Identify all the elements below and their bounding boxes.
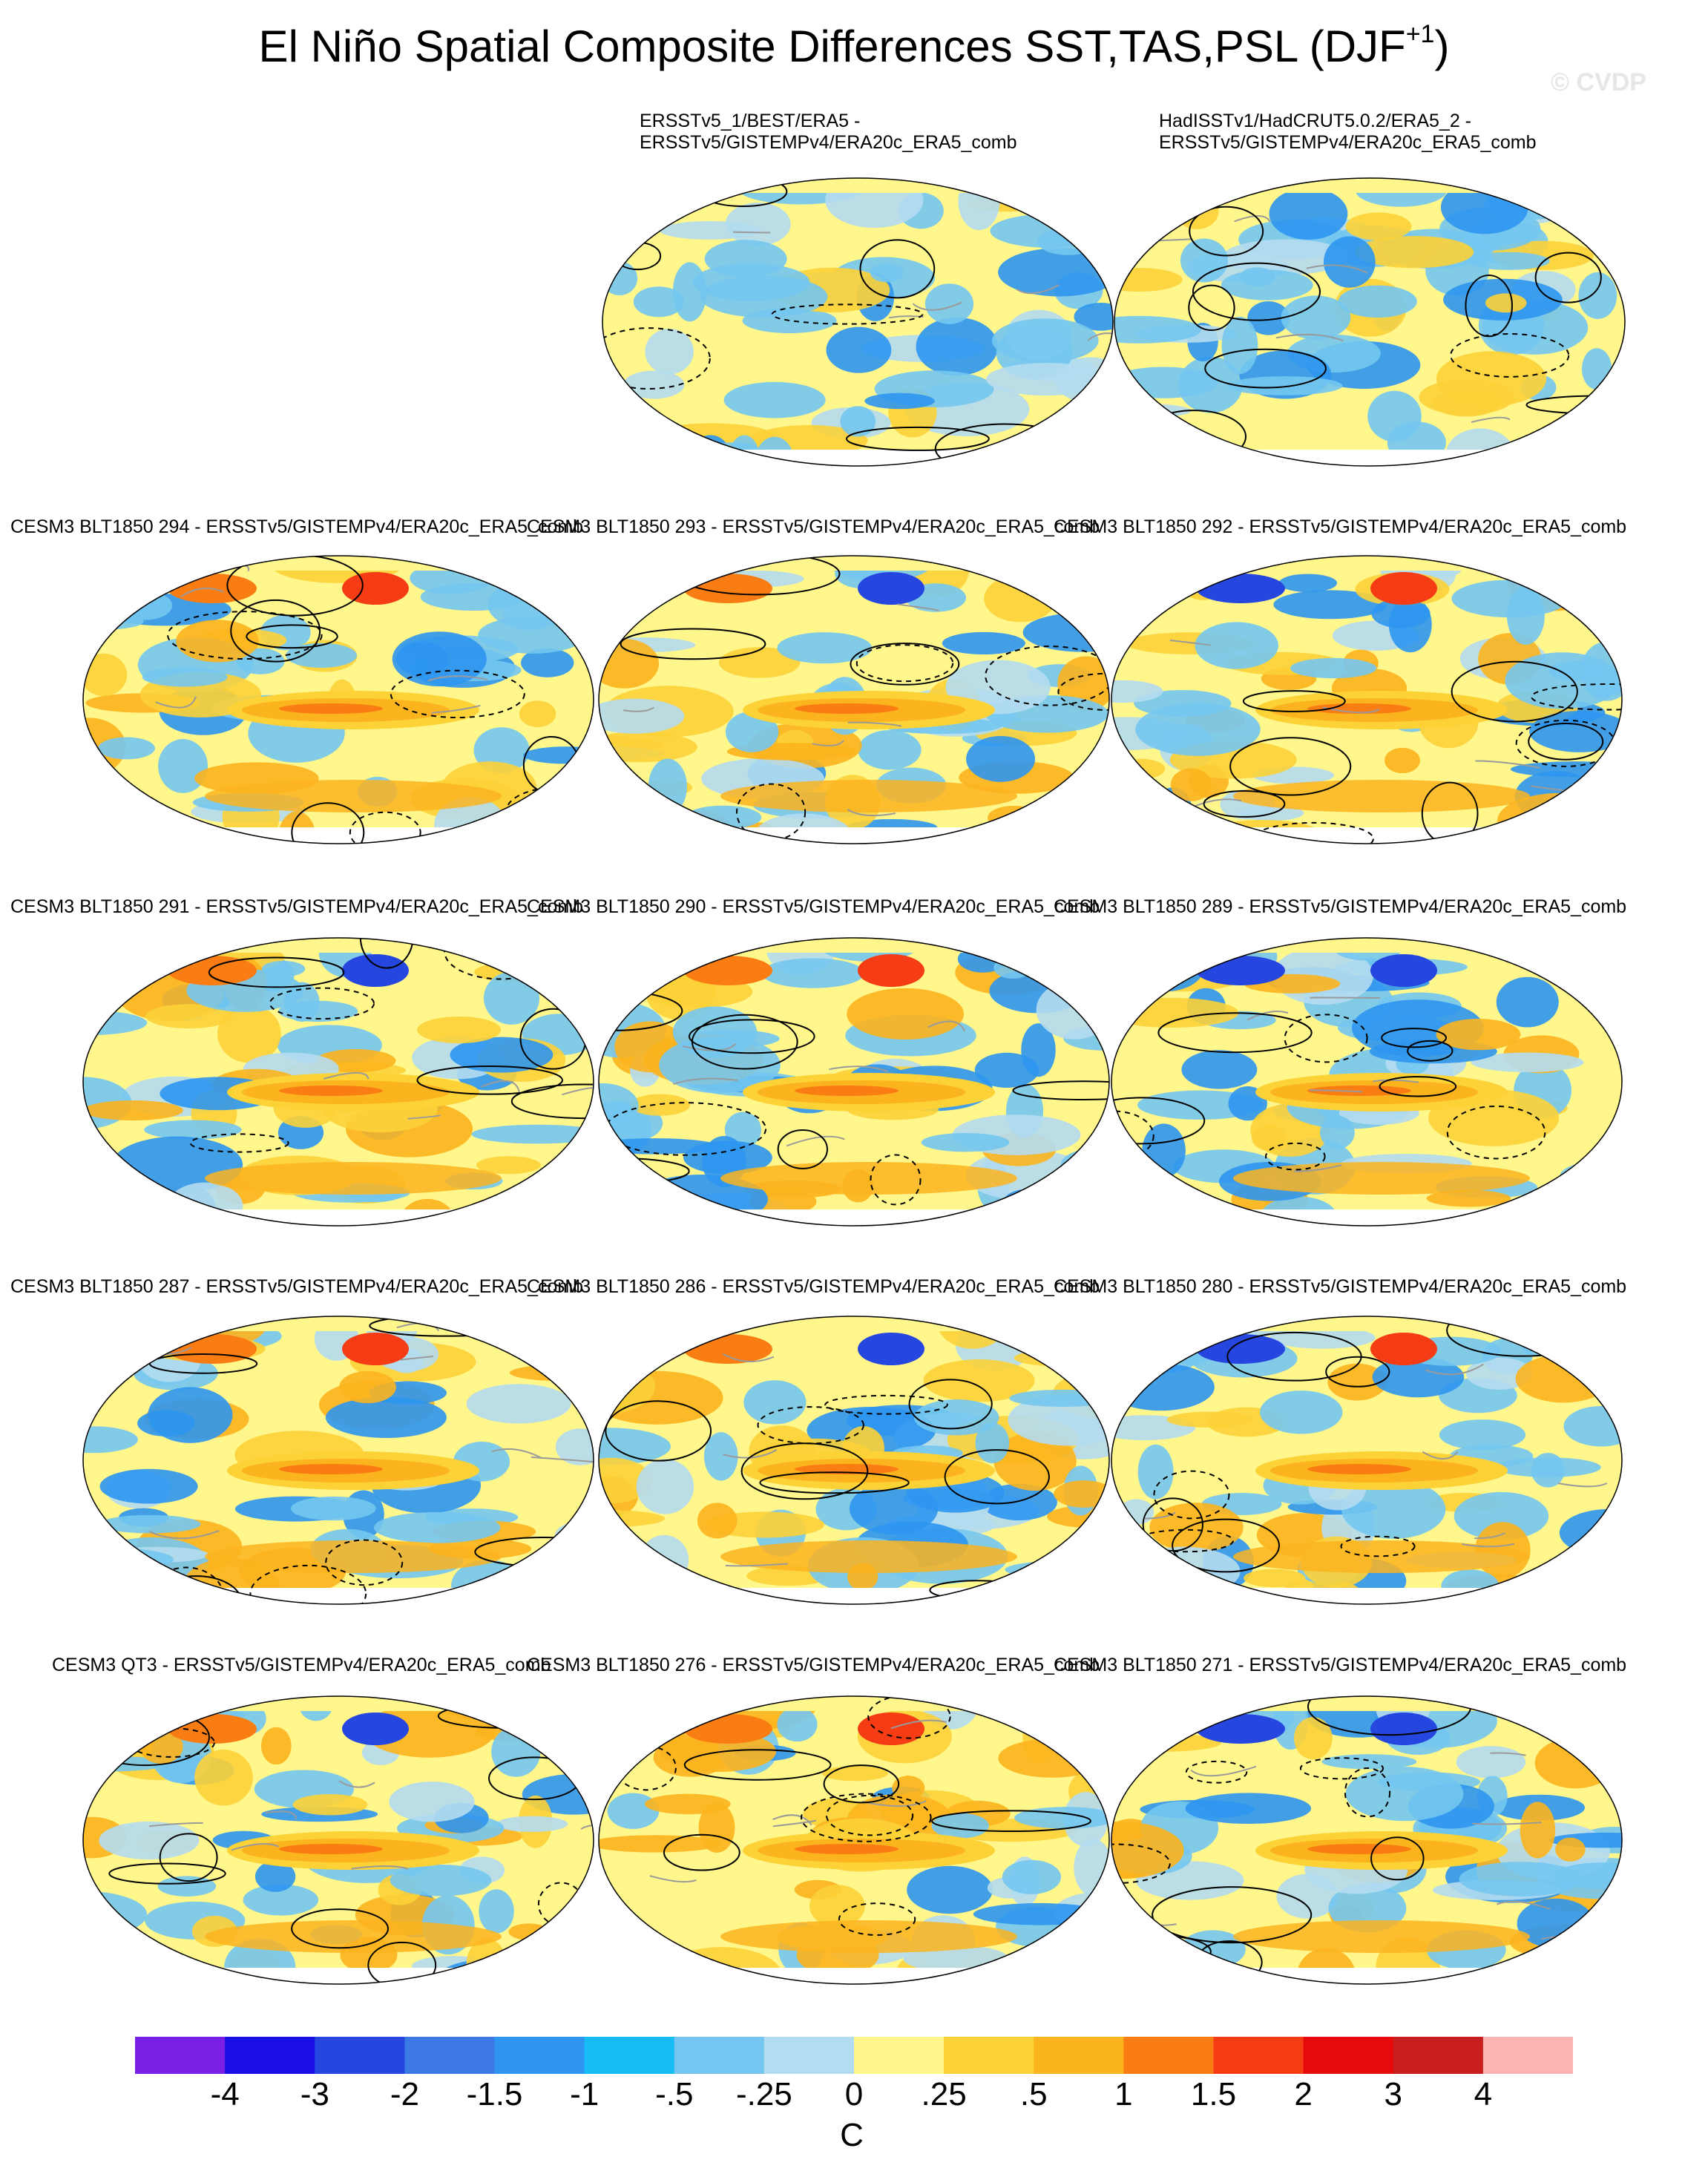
colorbar-segment — [944, 2037, 1034, 2074]
panel-label: CESM3 BLT1850 292 - ERSSTv5/GISTEMPv4/ER… — [1054, 516, 1627, 537]
robinson-map — [82, 1695, 594, 1985]
colorbar-tick-label: 2 — [1294, 2076, 1313, 2112]
colorbar-segment — [584, 2037, 675, 2074]
colorbar-segment — [315, 2037, 405, 2074]
colorbar-tick-label: .5 — [1019, 2076, 1048, 2112]
title-main: El Niño Spatial Composite Differences SS… — [258, 22, 1406, 71]
colorbar-unit: C — [840, 2117, 864, 2153]
panel-label: CESM3 BLT1850 286 - ERSSTv5/GISTEMPv4/ER… — [527, 1276, 1100, 1297]
panel-label: CESM3 BLT1850 289 - ERSSTv5/GISTEMPv4/ER… — [1054, 896, 1627, 917]
colorbar-segment — [494, 2037, 585, 2074]
colorbar-segment — [854, 2037, 945, 2074]
panel-label: CESM3 BLT1850 291 - ERSSTv5/GISTEMPv4/ER… — [10, 896, 584, 917]
title-close: ) — [1434, 22, 1450, 71]
robinson-map — [598, 555, 1110, 844]
panel-label: HadISSTv1/HadCRUT5.0.2/ERA5_2 - ERSSTv5/… — [1159, 111, 1537, 153]
colorbar-tick-label: 3 — [1384, 2076, 1402, 2112]
colorbar-tick-label: -4 — [210, 2076, 240, 2112]
colorbar-tick-label: -.25 — [735, 2076, 792, 2112]
colorbar-segment — [1123, 2037, 1214, 2074]
robinson-map — [82, 937, 594, 1227]
robinson-map — [82, 1316, 594, 1605]
robinson-map — [598, 937, 1110, 1227]
panel-label: CESM3 BLT1850 276 - ERSSTv5/GISTEMPv4/ER… — [527, 1655, 1100, 1675]
colorbar-segment — [135, 2037, 226, 2074]
panel-label: CESM3 BLT1850 280 - ERSSTv5/GISTEMPv4/ER… — [1054, 1276, 1627, 1297]
colorbar-segment — [1482, 2037, 1573, 2074]
panel-label: CESM3 BLT1850 271 - ERSSTv5/GISTEMPv4/ER… — [1054, 1655, 1627, 1675]
colorbar — [135, 2037, 1573, 2074]
title-superscript: +1 — [1405, 20, 1435, 48]
colorbar-tick-label: 1 — [1114, 2076, 1133, 2112]
robinson-map — [1111, 1695, 1623, 1985]
colorbar-segment — [1213, 2037, 1304, 2074]
colorbar-tick-label: -.5 — [655, 2076, 694, 2112]
colorbar-segment — [225, 2037, 315, 2074]
colorbar-tick-label: -3 — [300, 2076, 329, 2112]
colorbar-segment — [763, 2037, 855, 2074]
colorbar-tick-label: 4 — [1474, 2076, 1493, 2112]
colorbar-tick-label: -1 — [570, 2076, 600, 2112]
robinson-map — [598, 1695, 1110, 1985]
robinson-map — [1111, 937, 1623, 1227]
figure-title: El Niño Spatial Composite Differences SS… — [0, 21, 1708, 72]
robinson-map — [598, 1316, 1110, 1605]
colorbar-tick-label: .25 — [921, 2076, 967, 2112]
robinson-map — [1111, 555, 1623, 844]
panel-label: CESM3 BLT1850 290 - ERSSTv5/GISTEMPv4/ER… — [527, 896, 1100, 917]
colorbar-tick-label: 1.5 — [1190, 2076, 1237, 2112]
colorbar-segment — [1393, 2037, 1484, 2074]
robinson-map — [1111, 1316, 1623, 1605]
colorbar-segment — [674, 2037, 765, 2074]
colorbar-segment — [1034, 2037, 1124, 2074]
panel-label: CESM3 QT3 - ERSSTv5/GISTEMPv4/ERA20c_ERA… — [52, 1655, 551, 1675]
robinson-map — [82, 555, 594, 844]
cvdp-watermark: © CVDP — [1551, 68, 1646, 96]
robinson-map — [602, 177, 1114, 467]
colorbar-tick-label: 0 — [844, 2076, 864, 2112]
panel-label: CESM3 BLT1850 293 - ERSSTv5/GISTEMPv4/ER… — [527, 516, 1100, 537]
panel-label: CESM3 BLT1850 287 - ERSSTv5/GISTEMPv4/ER… — [10, 1276, 584, 1297]
colorbar-segment — [404, 2037, 495, 2074]
panel-label: CESM3 BLT1850 294 - ERSSTv5/GISTEMPv4/ER… — [10, 516, 584, 537]
colorbar-segment — [1303, 2037, 1394, 2074]
robinson-map — [1114, 177, 1626, 467]
colorbar-tick-label: -2 — [390, 2076, 419, 2112]
panel-label: ERSSTv5_1/BEST/ERA5 - ERSSTv5/GISTEMPv4/… — [640, 111, 1017, 153]
colorbar-tick-label: -1.5 — [466, 2076, 523, 2112]
